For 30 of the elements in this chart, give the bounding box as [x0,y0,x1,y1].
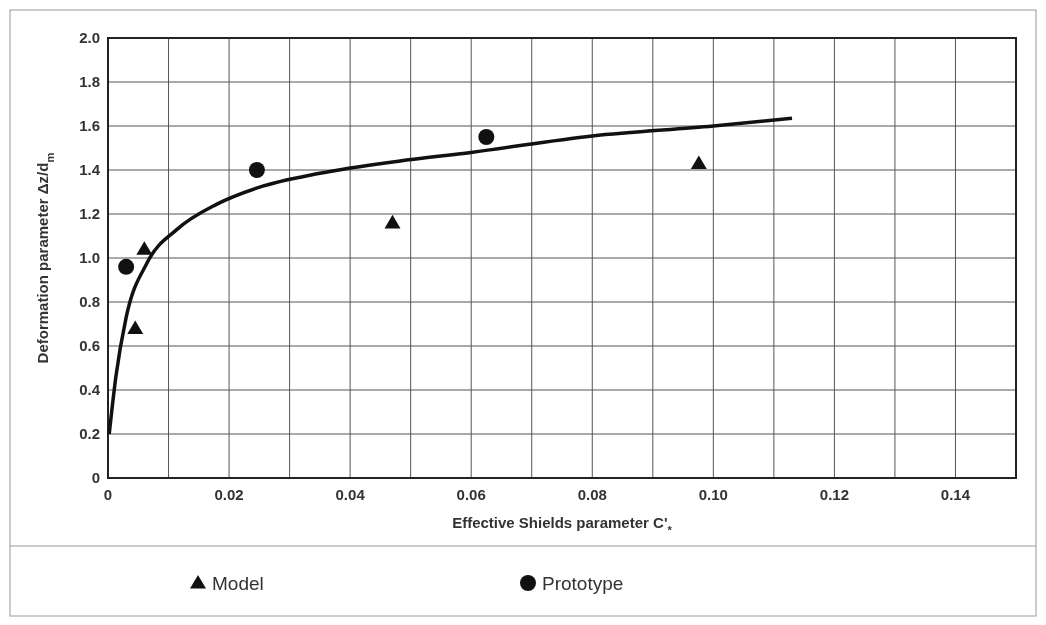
y-tick-label: 1.8 [79,73,100,90]
point [248,162,265,178]
x-axis-title: Effective Shields parameter C'$_{*}$ [452,514,673,536]
point [127,320,144,334]
point [118,258,135,275]
x-tick-label: 0.08 [577,486,607,503]
point [478,129,495,145]
y-tick-label: 0.8 [79,293,100,310]
y-tick-label: 1.0 [79,249,100,266]
x-tick-label: 0 [103,486,113,503]
x-tick-label: 0.06 [456,486,486,503]
point [136,241,153,255]
y-tick-label: 0 [91,469,100,486]
legend-label: Prototype [542,573,624,594]
x-tick-label: 0.02 [214,486,244,503]
y-tick-label: 1.6 [79,117,100,134]
y-tick-label: 1.2 [79,205,100,222]
y-tick-label: 2.0 [79,29,100,46]
y-tick-label: 1.4 [79,161,101,178]
x-tick-label: 0.12 [819,486,849,503]
point [690,155,707,169]
point [384,214,401,229]
x-tick-label: 0.14 [940,486,971,503]
y-tick-label: 0.6 [79,337,100,354]
line-series [107,116,794,436]
y-tick-label: 0.2 [79,425,100,442]
legend-label: Model [212,573,264,594]
y-tick-label: 0.4 [79,381,101,398]
x-tick-label: 0.04 [335,486,366,503]
x-tick-label: 0.10 [698,486,728,503]
